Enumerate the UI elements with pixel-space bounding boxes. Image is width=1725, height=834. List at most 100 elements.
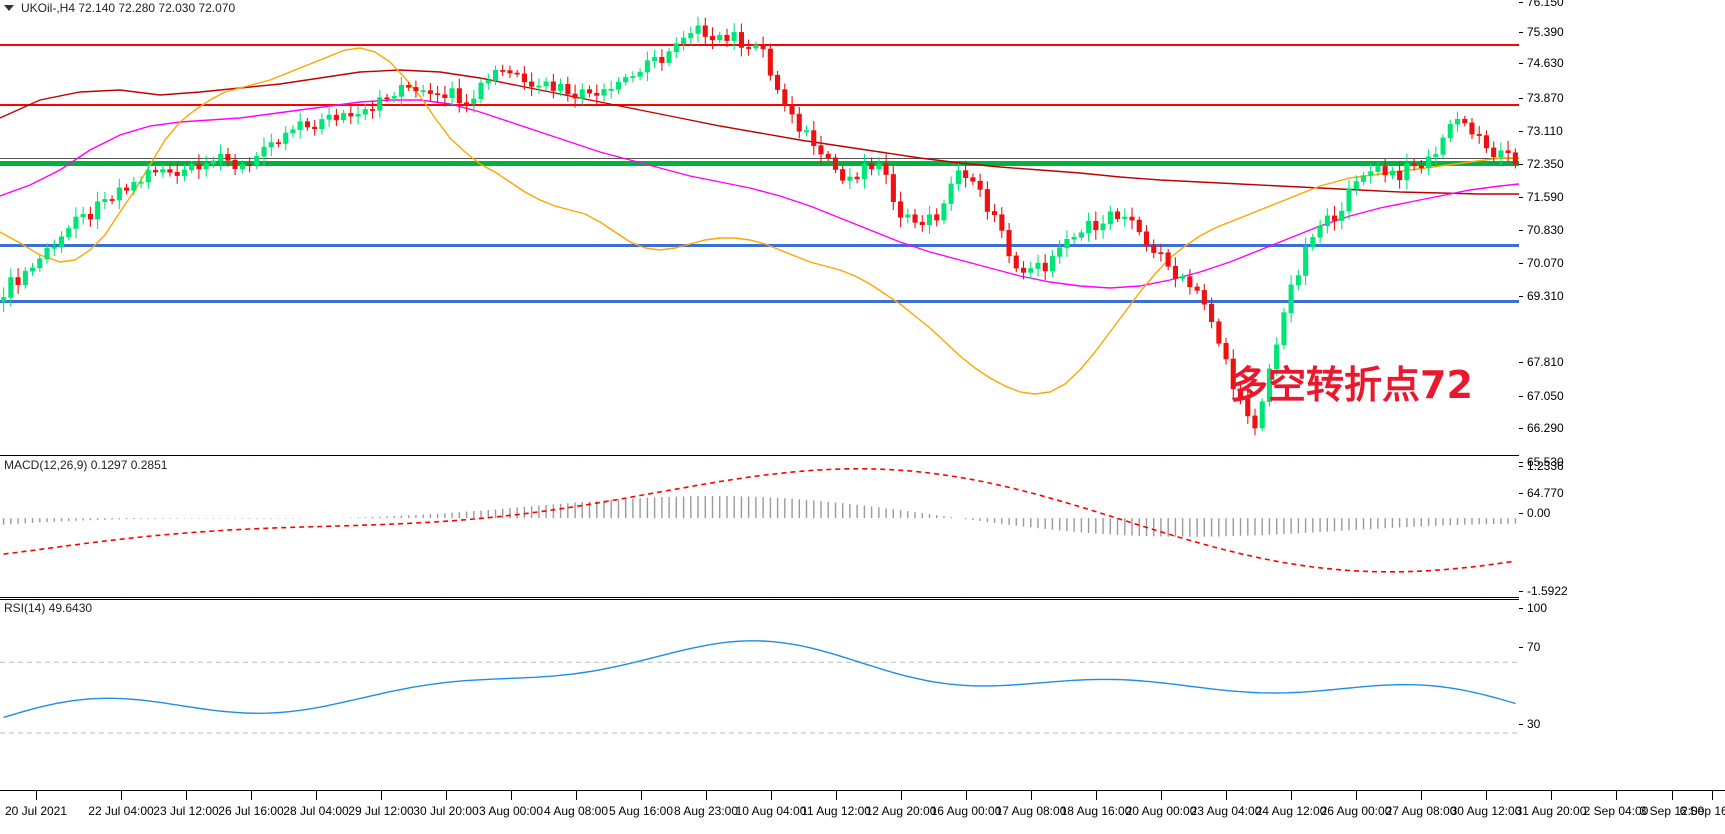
rsi-band-lines — [0, 661, 1519, 734]
level-line-resistance-75[interactable] — [0, 44, 1519, 46]
macd-pane[interactable]: MACD(12,26,9) 0.1297 0.2851 — [0, 457, 1725, 597]
candle-body — [623, 77, 629, 83]
time-axis-label: 22 Jul 04:00 — [88, 804, 154, 818]
candle-body — [95, 201, 101, 220]
price-tick-mark — [1519, 164, 1523, 165]
price-axis-label: 67.810 — [1527, 355, 1564, 369]
candle-body — [1317, 225, 1323, 238]
time-tick-mark — [1712, 791, 1713, 800]
time-axis-label: 27 Aug 08:00 — [1385, 804, 1457, 818]
rsi-pane[interactable]: RSI(14) 49.6430 — [0, 600, 1725, 790]
candle-body — [507, 70, 513, 74]
time-tick-mark — [1486, 791, 1487, 800]
candle-body — [847, 176, 853, 181]
candle-body — [51, 246, 57, 249]
rsi-tick-mark — [1519, 608, 1523, 609]
price-tick-mark — [1519, 263, 1523, 264]
candle-body — [478, 82, 484, 100]
price-tick-mark — [1519, 98, 1523, 99]
candle-body — [449, 88, 455, 98]
candle-body — [905, 214, 911, 218]
candle-body — [80, 214, 86, 218]
pane-separator-price-macd — [0, 455, 1725, 456]
candle-body — [644, 60, 650, 73]
candle-body — [832, 157, 839, 170]
candle-body — [369, 109, 376, 111]
price-axis-label: 69.310 — [1527, 289, 1564, 303]
candle-body — [1447, 123, 1453, 139]
price-pane[interactable]: UKOil-,H4 72.140 72.280 72.030 72.070 多空… — [0, 0, 1725, 455]
candle-body — [941, 203, 947, 221]
candle-body — [926, 214, 933, 225]
candle-body — [1252, 415, 1258, 429]
candle-body — [963, 170, 969, 178]
time-axis-label: 16 Aug 00:00 — [930, 804, 1002, 818]
candle-body — [261, 146, 267, 157]
level-line-pivot-72[interactable] — [0, 161, 1519, 166]
candle-body — [1295, 275, 1301, 286]
candle-body — [1028, 268, 1034, 273]
candle-body — [124, 187, 130, 191]
candle-body — [333, 114, 339, 121]
level-line-support-70-5[interactable] — [0, 244, 1519, 247]
candle-body — [912, 214, 918, 223]
candle-body — [1274, 344, 1280, 370]
rsi-axis-label: 100 — [1527, 601, 1548, 615]
candle-body — [1151, 244, 1157, 253]
candle-body — [1209, 303, 1215, 323]
price-axis-label: 67.050 — [1527, 389, 1564, 403]
candle-body — [746, 47, 752, 49]
price-axis-label: 76.150 — [1527, 0, 1564, 9]
chart-title-bar[interactable]: UKOil-,H4 72.140 72.280 72.030 72.070 — [4, 1, 235, 15]
candle-body — [1049, 256, 1055, 272]
level-line-support-68-5[interactable] — [0, 300, 1519, 303]
candle-body — [1035, 262, 1041, 269]
candle-body — [999, 214, 1005, 231]
candle-body — [1512, 152, 1518, 165]
time-tick-mark — [121, 791, 122, 800]
current-price-line — [0, 158, 1519, 159]
candle-body — [1498, 150, 1504, 158]
time-axis-label: 26 Aug 00:00 — [1320, 804, 1392, 818]
candle-body — [608, 89, 614, 91]
candle-body — [688, 33, 694, 39]
candle-body — [1115, 211, 1121, 219]
time-axis[interactable]: 20 Jul 2021 22 Jul 04:00 23 Jul 12:00 26 Ju… — [0, 790, 1725, 834]
candle-body — [153, 170, 159, 173]
candle-body — [225, 154, 231, 161]
caret-down-icon[interactable] — [4, 5, 14, 11]
candle-body — [767, 48, 773, 76]
price-tick-mark — [1519, 428, 1523, 429]
price-plot — [0, 16, 1519, 436]
price-tick-mark — [1519, 396, 1523, 397]
candle-body — [869, 163, 875, 170]
candle-body — [1375, 166, 1381, 172]
macd-tick-mark — [1519, 591, 1523, 592]
candle-body — [861, 163, 867, 180]
candle-body — [1324, 215, 1330, 227]
price-scale[interactable]: 76.150 75.390 74.630 73.870 73.110 72.350 71.5… — [1519, 0, 1725, 790]
candle-body — [37, 258, 43, 269]
candle-body — [1360, 175, 1366, 182]
candle-body — [1346, 188, 1352, 212]
level-line-resistance-73-5[interactable] — [0, 104, 1519, 106]
candle-body — [66, 228, 72, 238]
candle-body — [897, 201, 904, 218]
time-axis-label: 28 Jul 04:00 — [283, 804, 349, 818]
candle-body — [1006, 230, 1012, 257]
time-tick-mark — [1291, 791, 1292, 800]
candle-body — [738, 32, 745, 48]
candle-body — [189, 164, 195, 171]
time-tick-mark — [1616, 791, 1617, 800]
candle-body — [492, 70, 499, 81]
candle-body — [1064, 239, 1070, 249]
candle-body — [1158, 252, 1164, 255]
time-axis-label: 3 Sep 12:00 — [1639, 804, 1705, 818]
price-axis-label: 70.830 — [1527, 223, 1564, 237]
candle-body — [615, 81, 622, 90]
rsi-indicator-label: RSI(14) 49.6430 — [4, 601, 93, 615]
candle-body — [948, 183, 954, 204]
candle-body — [977, 180, 983, 190]
rsi-axis-label: 70 — [1527, 640, 1541, 654]
